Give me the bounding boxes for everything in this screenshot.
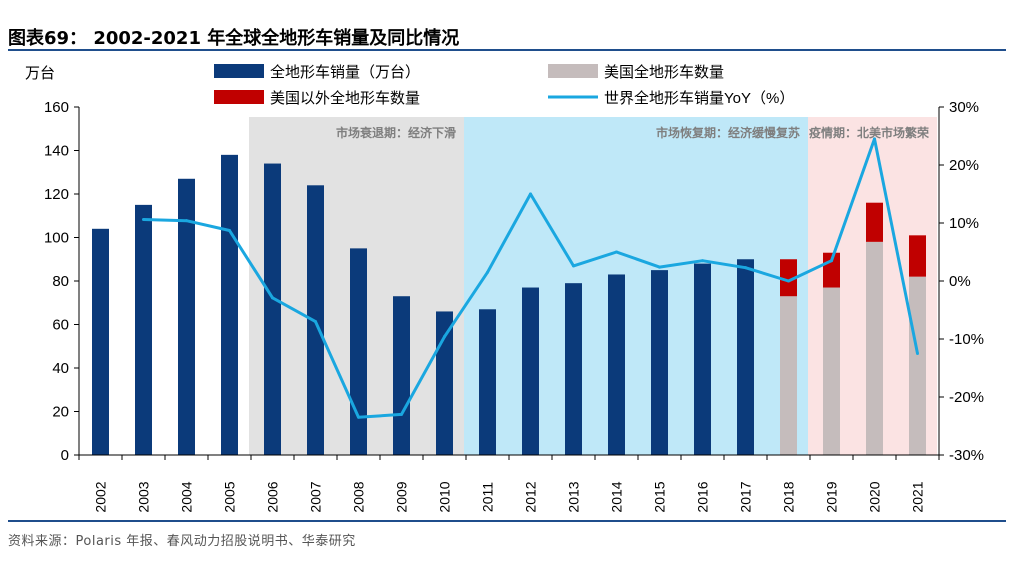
yoy-point-2017 (744, 266, 747, 270)
bar-total-2004 (178, 178, 195, 455)
x-tick-label-2009: 2009 (394, 481, 410, 512)
x-tick-label-2004: 2004 (179, 481, 195, 512)
legend-total-swatch (214, 64, 264, 78)
yoy-point-2019 (830, 259, 833, 263)
legend-us-swatch (548, 64, 598, 78)
x-tick-label-2008: 2008 (351, 481, 367, 512)
x-tick-label-2010: 2010 (437, 481, 453, 512)
zone-band-2 (464, 117, 808, 455)
right-tick-label: 20% (949, 157, 979, 174)
x-tick-label-2015: 2015 (652, 481, 668, 512)
bar-us-2018 (780, 296, 797, 455)
yoy-point-2003 (142, 218, 145, 222)
right-tick-label: -10% (949, 331, 984, 348)
legend-non-us-label: 美国以外全地形车数量 (270, 89, 420, 107)
bar-total-2014 (608, 274, 625, 455)
zone-label-1: 市场衰退期：经济下滑 (336, 125, 456, 140)
left-tick-label: 120 (44, 186, 69, 203)
yoy-point-2008 (357, 415, 360, 419)
legend-non-us-swatch (214, 90, 264, 104)
right-tick-label: 30% (949, 99, 979, 116)
right-tick-label: -20% (949, 389, 984, 406)
bar-total-2003 (135, 204, 152, 455)
yoy-point-2010 (443, 335, 446, 339)
yoy-point-2007 (314, 320, 317, 324)
yoy-point-2020 (873, 137, 876, 141)
left-tick-label: 140 (44, 143, 69, 160)
bar-total-2011 (479, 309, 496, 455)
left-axis-unit: 万台 (25, 65, 55, 82)
bar-total-2017 (737, 259, 754, 455)
x-tick-label-2021: 2021 (910, 481, 926, 512)
bar-us-2021 (909, 276, 926, 455)
left-tick-label: 60 (52, 317, 69, 334)
right-tick-label: -30% (949, 447, 984, 464)
bar-total-2010 (436, 311, 453, 455)
yoy-point-2018 (787, 279, 790, 283)
bar-total-2005 (221, 154, 238, 455)
x-tick-label-2011: 2011 (480, 482, 496, 512)
bar-total-2016 (694, 263, 711, 455)
yoy-point-2011 (486, 270, 489, 274)
right-tick-label: 10% (949, 215, 979, 232)
x-tick-label-2016: 2016 (695, 481, 711, 512)
x-tick-label-2012: 2012 (523, 481, 539, 512)
legend-yoy-label: 世界全地形车销量YoY（%） (604, 89, 794, 107)
x-tick-label-2019: 2019 (824, 481, 840, 512)
left-tick-label: 40 (52, 360, 69, 377)
yoy-point-2021 (916, 352, 919, 355)
left-tick-label: 160 (44, 99, 69, 116)
bar-total-2013 (565, 283, 582, 455)
bar-us-2019 (823, 287, 840, 455)
x-tick-label-2002: 2002 (93, 481, 109, 512)
yoy-point-2006 (271, 296, 274, 300)
x-tick-label-2003: 2003 (136, 481, 152, 512)
figure-title: 图表69： 2002-2021 年全球全地形车销量及同比情况 (8, 28, 460, 49)
bar-non-us-2018 (780, 259, 797, 297)
bar-total-2008 (350, 248, 367, 455)
bar-total-2002 (92, 228, 109, 455)
zone-label-2: 市场恢复期：经济缓慢复苏 (656, 125, 800, 140)
bar-us-2020 (866, 241, 883, 455)
left-tick-label: 0 (61, 447, 69, 464)
yoy-point-2005 (228, 229, 231, 233)
yoy-point-2012 (529, 192, 532, 196)
x-tick-label-2017: 2017 (738, 481, 754, 512)
left-tick-label: 80 (52, 273, 69, 290)
x-tick-label-2005: 2005 (222, 481, 238, 512)
left-tick-label: 100 (44, 230, 69, 247)
yoy-point-2004 (185, 219, 188, 223)
legend-us-label: 美国全地形车数量 (604, 63, 724, 81)
x-tick-label-2020: 2020 (867, 481, 883, 512)
x-tick-label-2007: 2007 (308, 481, 324, 512)
bar-total-2006 (264, 163, 281, 456)
x-tick-label-2014: 2014 (609, 481, 625, 512)
bar-total-2009 (393, 296, 410, 455)
yoy-point-2016 (701, 259, 704, 263)
yoy-point-2013 (572, 264, 575, 268)
bar-non-us-2020 (866, 202, 883, 242)
x-tick-label-2013: 2013 (566, 481, 582, 512)
bar-non-us-2021 (909, 235, 926, 277)
right-tick-label: 0% (949, 273, 971, 290)
yoy-point-2014 (615, 250, 618, 254)
bar-total-2015 (651, 270, 668, 455)
title-rule (8, 49, 1006, 51)
legend-total-label: 全地形车销量（万台） (270, 63, 420, 81)
x-tick-label-2018: 2018 (781, 481, 797, 512)
x-tick-label-2006: 2006 (265, 481, 281, 512)
yoy-point-2015 (658, 265, 661, 269)
zone-label-3: 疫情期：北美市场繁荣 (809, 125, 930, 140)
source-rule (8, 520, 1006, 522)
source-note: 资料来源：Polaris 年报、春风动力招股说明书、华泰研究 (8, 534, 356, 549)
left-tick-label: 20 (52, 404, 69, 421)
bar-total-2012 (522, 287, 539, 455)
yoy-point-2009 (400, 412, 403, 416)
